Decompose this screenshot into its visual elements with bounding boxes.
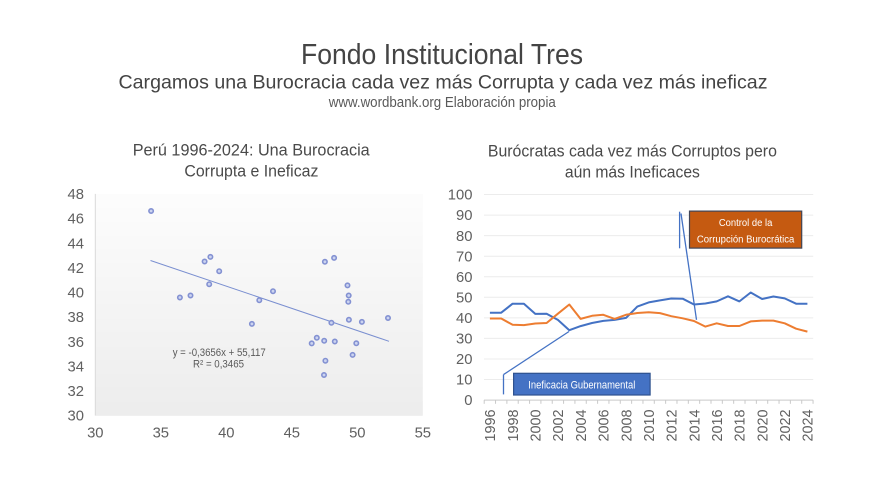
svg-text:50: 50 — [349, 426, 365, 442]
svg-text:2016: 2016 — [710, 410, 726, 442]
svg-text:2002: 2002 — [551, 410, 567, 442]
svg-text:30: 30 — [68, 409, 84, 425]
svg-text:2018: 2018 — [733, 410, 749, 442]
svg-text:60: 60 — [456, 270, 472, 286]
svg-text:90: 90 — [456, 208, 472, 224]
svg-text:30: 30 — [456, 332, 472, 348]
svg-text:46: 46 — [68, 212, 84, 228]
svg-text:80: 80 — [456, 229, 472, 245]
svg-text:2020: 2020 — [755, 410, 771, 442]
svg-text:Ineficacia Gubernamental: Ineficacia Gubernamental — [528, 379, 635, 391]
svg-text:2014: 2014 — [687, 410, 703, 442]
svg-text:55: 55 — [415, 426, 431, 442]
svg-text:30: 30 — [87, 426, 103, 442]
svg-text:Fondo Institucional Tres: Fondo Institucional Tres — [301, 38, 583, 70]
svg-text:2000: 2000 — [529, 410, 545, 442]
svg-text:44: 44 — [68, 236, 84, 252]
svg-text:34: 34 — [68, 359, 84, 375]
svg-text:36: 36 — [68, 335, 84, 351]
svg-text:20: 20 — [456, 352, 472, 368]
svg-text:70: 70 — [456, 249, 472, 265]
svg-text:48: 48 — [68, 187, 84, 203]
svg-text:0: 0 — [464, 393, 472, 409]
svg-text:Burócratas cada vez más Corrup: Burócratas cada vez más Corruptos pero — [488, 142, 777, 160]
svg-text:50: 50 — [456, 290, 472, 306]
svg-text:35: 35 — [153, 426, 169, 442]
svg-text:2012: 2012 — [665, 410, 681, 442]
svg-text:Cargamos una Burocracia cada v: Cargamos una Burocracia cada vez más Cor… — [119, 72, 768, 94]
svg-text:2024: 2024 — [801, 410, 817, 442]
svg-text:Corrupta e Ineficaz: Corrupta e Ineficaz — [184, 163, 318, 181]
svg-text:42: 42 — [68, 261, 84, 277]
svg-text:40: 40 — [456, 311, 472, 327]
svg-text:32: 32 — [68, 384, 84, 400]
svg-text:40: 40 — [218, 426, 234, 442]
svg-text:40: 40 — [68, 286, 84, 302]
svg-text:100: 100 — [448, 188, 473, 204]
svg-text:2004: 2004 — [574, 410, 590, 442]
svg-text:10: 10 — [456, 373, 472, 389]
svg-text:1998: 1998 — [506, 410, 522, 442]
svg-text:R² = 0,3465: R² = 0,3465 — [193, 358, 244, 370]
svg-text:2008: 2008 — [619, 410, 635, 442]
svg-text:45: 45 — [284, 426, 300, 442]
svg-text:38: 38 — [68, 310, 84, 326]
svg-text:2006: 2006 — [597, 410, 613, 442]
svg-text:aún más Ineficaces: aún más Ineficaces — [565, 164, 700, 182]
svg-text:Control de la: Control de la — [719, 218, 773, 229]
svg-text:Perú 1996-2024: Una Burocracia: Perú 1996-2024: Una Burocracia — [133, 142, 371, 160]
svg-text:1996: 1996 — [483, 410, 499, 442]
svg-text:www.wordbank.org Elaboración p: www.wordbank.org Elaboración propia — [328, 95, 556, 111]
svg-text:y = -0,3656x + 55,117: y = -0,3656x + 55,117 — [173, 347, 266, 359]
svg-text:2010: 2010 — [642, 410, 658, 442]
svg-text:Corrupción Burocrática: Corrupción Burocrática — [697, 235, 795, 246]
svg-text:2022: 2022 — [778, 410, 794, 442]
